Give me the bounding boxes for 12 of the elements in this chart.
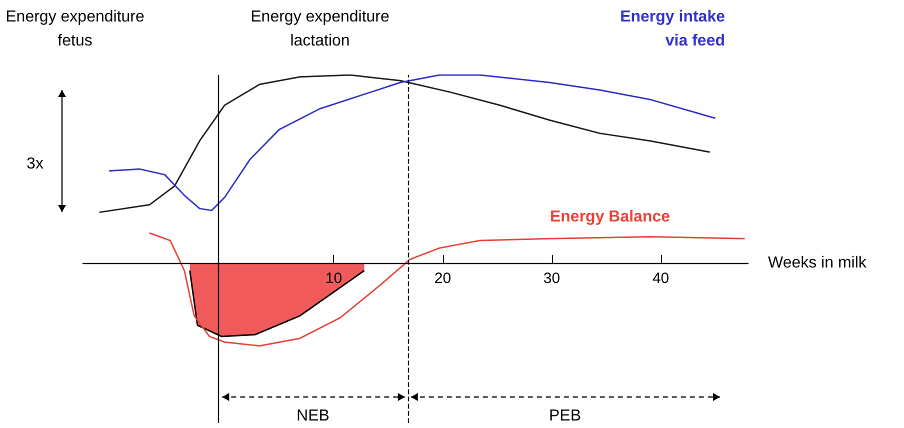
text: 3x xyxy=(26,156,44,172)
text: Energy expenditure fetus xyxy=(6,8,144,50)
x-tick-label: 20 xyxy=(434,270,452,287)
text: Energy expenditure lactation xyxy=(250,8,390,50)
text: Energy intake via feed xyxy=(620,8,726,50)
x-tick-label: 10 xyxy=(325,270,342,287)
text: NEB xyxy=(296,408,330,424)
x-axis-title: Weeks in milk xyxy=(768,254,868,272)
x-tick-label: 40 xyxy=(652,270,670,287)
text: PEB xyxy=(548,408,582,424)
x-tick-label: 30 xyxy=(543,270,560,287)
series-label: Energy Balance xyxy=(550,208,670,226)
